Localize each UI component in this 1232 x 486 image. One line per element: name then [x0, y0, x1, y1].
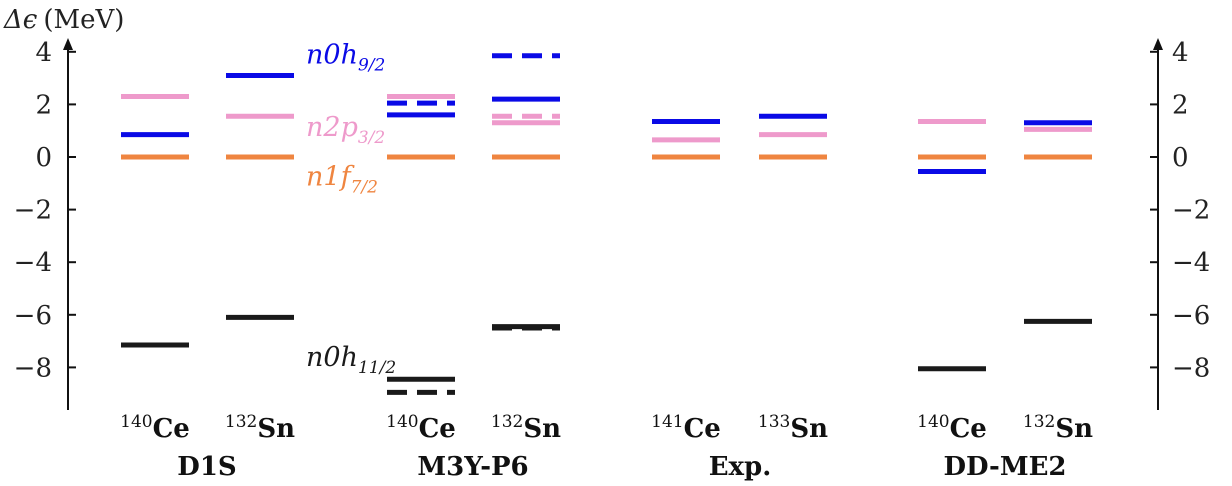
state-label-n0h11-2: n0h11/2 — [306, 342, 396, 378]
nucleus-label-140ce: 140Ce — [120, 412, 190, 444]
nucleus-mass: 133 — [758, 412, 790, 432]
state-label-main: n0h — [306, 342, 358, 373]
group-label-exp: Exp. — [709, 452, 772, 482]
right-tick-label: 0 — [1172, 143, 1189, 173]
nucleus-label-141ce: 141Ce — [651, 412, 721, 444]
state-label-main: n2p — [306, 112, 358, 143]
left-tick-label: 4 — [35, 38, 52, 68]
y-axis-label: Δϵ (MeV) — [3, 5, 124, 35]
nucleus-element: Sn — [1055, 414, 1093, 444]
left-tick-label: 2 — [35, 90, 52, 120]
right-tick-label: 2 — [1172, 90, 1189, 120]
right-axis-arrow — [1153, 38, 1163, 50]
axes: 4 4 2 2 0 0 −2 −2 −4 −4 −6 −6 −8 −8 — [14, 38, 1210, 410]
y-axis-label-text: Δϵ (MeV) — [3, 5, 124, 35]
right-tick-label: −4 — [1172, 248, 1210, 278]
nucleus-label-132sn: 132Sn — [491, 412, 561, 444]
nucleus-mass: 140 — [120, 412, 152, 432]
levels — [121, 53, 1092, 395]
left-tick-label: −8 — [14, 353, 52, 383]
state-label-main: n0h — [306, 39, 358, 70]
nucleus-mass: 132 — [225, 412, 257, 432]
left-tick-label: 0 — [35, 143, 52, 173]
nucleus-label-132sn: 132Sn — [1023, 412, 1093, 444]
state-label-main: n1f — [306, 162, 355, 193]
nucleus-element: Ce — [419, 414, 456, 444]
nucleus-mass: 140 — [917, 412, 949, 432]
group-label-ddme2: DD-ME2 — [943, 452, 1066, 482]
state-label-sub: 9/2 — [358, 55, 385, 75]
left-tick-label: −6 — [14, 301, 52, 331]
nucleus-label-140ce: 140Ce — [386, 412, 456, 444]
nucleus-mass: 132 — [1023, 412, 1055, 432]
state-label-n0h9-2: n0h9/2 — [306, 39, 385, 75]
nucleus-label-140ce: 140Ce — [917, 412, 987, 444]
nucleus-element: Sn — [790, 414, 828, 444]
state-label-n2p3-2: n2p3/2 — [306, 112, 385, 148]
nucleus-element: Sn — [257, 414, 295, 444]
nucleus-element: Ce — [153, 414, 190, 444]
group-label-d1s: D1S — [177, 452, 236, 482]
nucleus-label-133sn: 133Sn — [758, 412, 828, 444]
right-tick-label: 4 — [1172, 38, 1189, 68]
state-label-n1f7-2: n1f7/2 — [306, 162, 378, 198]
nucleus-mass: 140 — [386, 412, 418, 432]
nucleus-mass: 141 — [651, 412, 683, 432]
state-label-sub: 7/2 — [351, 178, 378, 198]
nucleus-mass: 132 — [491, 412, 523, 432]
nucleus-element: Ce — [950, 414, 987, 444]
nucleus-label-132sn: 132Sn — [225, 412, 295, 444]
state-label-sub: 11/2 — [358, 358, 396, 378]
right-tick-label: −8 — [1172, 353, 1210, 383]
right-tick-label: −6 — [1172, 301, 1210, 331]
left-tick-label: −2 — [14, 196, 52, 226]
right-tick-label: −2 — [1172, 196, 1210, 226]
state-label-sub: 3/2 — [358, 128, 385, 148]
left-tick-label: −4 — [14, 248, 52, 278]
nucleus-element: Sn — [523, 414, 561, 444]
left-axis-arrow — [63, 38, 73, 50]
nucleus-element: Ce — [684, 414, 721, 444]
y-axis-symbol: Δϵ — [3, 5, 38, 35]
group-label-m3yp6: M3Y-P6 — [417, 452, 528, 482]
y-axis-unit: (MeV) — [43, 5, 124, 35]
